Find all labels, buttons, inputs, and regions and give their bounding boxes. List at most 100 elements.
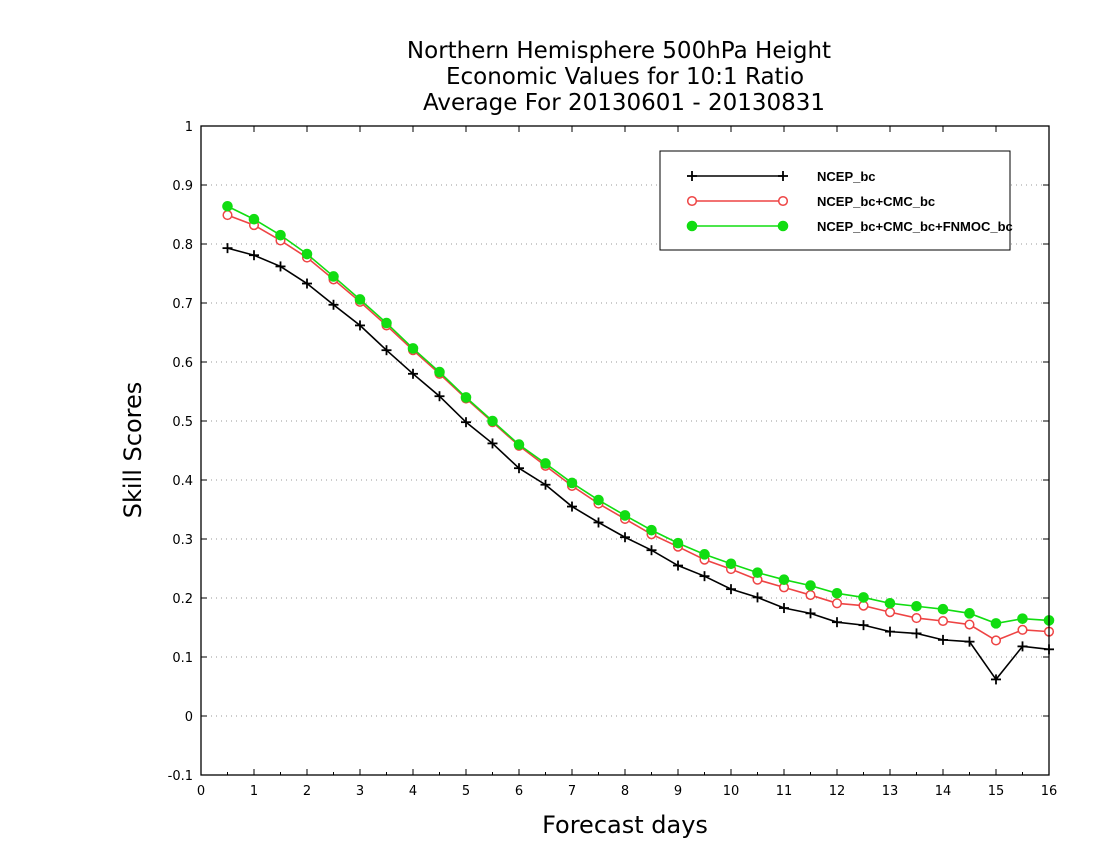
data-point (699, 549, 710, 560)
x-tick-label: 4 (409, 784, 417, 799)
data-point (620, 532, 630, 543)
data-point (354, 294, 366, 305)
data-point (249, 250, 259, 261)
y-tick-label: 0.8 (172, 238, 193, 253)
data-point (673, 560, 683, 571)
axis-ticks: -0.100.10.20.30.40.50.60.70.80.910 1 2 3 4 5 6… (168, 120, 1058, 799)
x-tick-label: 15 (988, 784, 1005, 799)
data-point (937, 615, 949, 627)
x-tick-label: 9 (674, 784, 682, 799)
legend-label: NCEP_bc (817, 169, 876, 184)
legend-marker (777, 195, 789, 207)
y-tick-label: 0.3 (172, 533, 193, 548)
y-tick-label: 0.2 (172, 592, 193, 607)
y-tick-label: 0.1 (172, 651, 193, 666)
y-tick-label: -0.1 (168, 769, 193, 784)
data-point (487, 438, 498, 449)
title-line-2: Economic Values for 10:1 Ratio (446, 64, 804, 90)
data-point (1017, 613, 1028, 624)
data-point (832, 617, 842, 628)
data-point (222, 243, 233, 254)
data-point (858, 592, 869, 603)
series-0 (222, 243, 1054, 685)
data-point (619, 510, 631, 521)
data-point (779, 603, 789, 614)
data-point (513, 439, 525, 450)
data-point (434, 366, 445, 378)
data-point (434, 391, 445, 402)
data-point (593, 494, 604, 506)
data-point (381, 317, 392, 329)
data-point (593, 517, 604, 528)
data-point (328, 299, 339, 310)
data-point (514, 463, 524, 474)
data-point (726, 584, 736, 595)
data-point (831, 598, 843, 609)
y-tick-label: 1 (185, 120, 193, 135)
x-tick-label: 2 (303, 784, 311, 799)
data-point (964, 608, 975, 619)
series-line (227, 247, 1050, 681)
data-point (461, 417, 471, 428)
data-point (487, 415, 498, 427)
data-point (805, 580, 816, 591)
legend: NCEP_bc NCEP_bc+CMC_bc NCEP_bc+CMC_bc+FNMO… (659, 150, 1013, 251)
data-point (672, 537, 684, 549)
x-tick-label: 8 (621, 784, 629, 799)
data-point (646, 545, 657, 556)
x-tick-label: 11 (776, 784, 793, 799)
data-point (778, 574, 790, 586)
data-point (858, 620, 869, 631)
data-point (990, 635, 1002, 646)
y-tick-label: 0.4 (172, 474, 193, 489)
data-point (566, 477, 578, 489)
data-point (355, 320, 365, 331)
series-line (227, 205, 1050, 625)
title-line-3: Average For 20130601 - 20130831 (423, 90, 825, 116)
data-point (884, 598, 896, 609)
legend-marker (686, 195, 698, 207)
legend-label: NCEP_bc+CMC_bc (817, 194, 935, 209)
series-line (227, 214, 1050, 642)
data-point (540, 458, 551, 469)
x-tick-label: 16 (1041, 784, 1058, 799)
data-point (222, 210, 233, 221)
legend-entry: NCEP_bc (687, 169, 876, 184)
x-tick-label: 5 (462, 784, 470, 799)
data-point (328, 271, 339, 282)
legend-entry: NCEP_bc+CMC_bc+FNMOC_bc (686, 219, 1013, 234)
data-point (964, 636, 975, 647)
x-tick-label: 12 (829, 784, 846, 799)
series-2 (222, 200, 1055, 629)
x-tick-label: 0 (197, 784, 205, 799)
data-point (301, 248, 313, 260)
data-point (938, 634, 948, 645)
legend-marker (778, 171, 788, 181)
data-point (805, 590, 816, 601)
data-point (884, 607, 896, 618)
title-line-1: Northern Hemisphere 500hPa Height (407, 38, 831, 64)
data-point (752, 567, 763, 578)
data-point (275, 229, 286, 241)
data-point (567, 501, 577, 512)
y-tick-label: 0 (185, 710, 193, 725)
data-point (646, 524, 657, 536)
x-tick-label: 13 (882, 784, 899, 799)
series-layer (222, 200, 1055, 685)
data-point (408, 368, 418, 379)
y-tick-label: 0.9 (172, 179, 193, 194)
data-point (302, 278, 312, 289)
data-point (831, 587, 843, 599)
legend-marker (686, 220, 698, 232)
data-point (911, 613, 922, 624)
legend-label: NCEP_bc+CMC_bc+FNMOC_bc (817, 219, 1013, 234)
x-tick-label: 6 (515, 784, 523, 799)
grid (201, 184, 1049, 717)
x-tick-label: 7 (568, 784, 576, 799)
data-point (1017, 624, 1028, 635)
chart-title: Northern Hemisphere 500hPa Height Econom… (407, 38, 831, 116)
y-tick-label: 0.6 (172, 356, 193, 371)
data-point (990, 618, 1002, 629)
y-axis-label: Skill Scores (119, 382, 147, 519)
data-point (725, 558, 737, 570)
